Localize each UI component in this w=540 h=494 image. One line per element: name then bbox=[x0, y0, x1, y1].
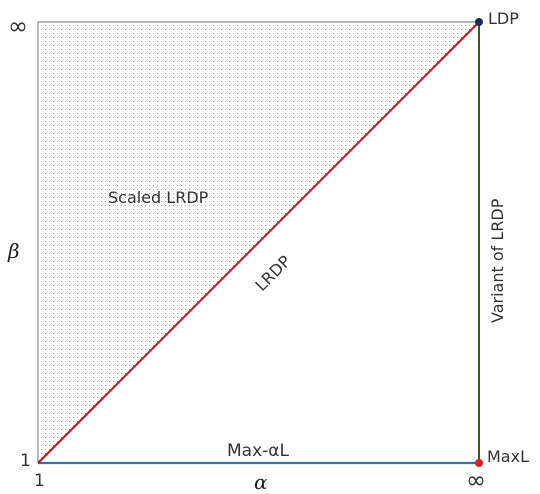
lrdp-label: LRDP bbox=[251, 251, 294, 294]
y-max-label: ∞ bbox=[8, 12, 28, 40]
x-min-label: 1 bbox=[34, 471, 45, 491]
maxl-label: MaxL bbox=[487, 447, 529, 466]
variant-lrdp-label: Variant of LRDP bbox=[488, 198, 507, 323]
x-axis-symbol: α bbox=[254, 470, 268, 494]
x-max-label: ∞ bbox=[466, 466, 486, 494]
max-alpha-l-label: Max-αL bbox=[227, 441, 289, 461]
y-min-label: 1 bbox=[20, 451, 31, 471]
lrdp-diagonal bbox=[37, 21, 480, 464]
y-axis-symbol: β bbox=[7, 239, 20, 263]
maxl-point bbox=[475, 459, 483, 467]
scaled-lrdp-label: Scaled LRDP bbox=[108, 188, 209, 207]
ldp-point bbox=[475, 18, 483, 26]
ldp-label: LDP bbox=[488, 9, 519, 28]
